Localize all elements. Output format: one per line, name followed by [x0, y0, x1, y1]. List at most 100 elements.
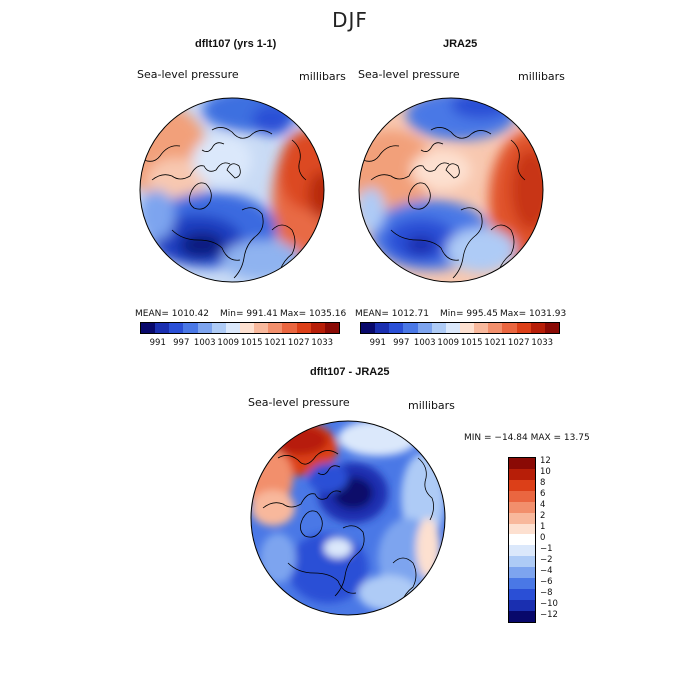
colorbar-swatch	[509, 545, 535, 557]
colorbar-tick-label: 8	[540, 478, 546, 489]
colorbar-tick-label: −4	[540, 565, 553, 576]
colorbar-swatch	[169, 323, 184, 333]
right-max-stat: Max= 1031.93	[500, 309, 567, 319]
left-max-stat: Max= 1035.16	[280, 309, 347, 319]
colorbar-swatch	[389, 323, 404, 333]
colorbar-swatch	[141, 323, 156, 333]
colorbar-tick-label: −1	[540, 543, 553, 554]
colorbar-swatch	[282, 323, 297, 333]
right-panel-title: JRA25	[443, 38, 478, 50]
colorbar-swatch	[530, 323, 545, 333]
colorbar-tick-label: 991	[369, 338, 386, 348]
colorbar-swatch	[310, 323, 325, 333]
colorbar-swatch	[509, 610, 535, 622]
colorbar-swatch	[403, 323, 418, 333]
diff-map	[250, 420, 446, 616]
colorbar-tick-label: −6	[540, 576, 553, 587]
diff-coastlines	[262, 450, 434, 604]
right-colorbar-swatches	[360, 322, 560, 334]
left-mean-stat: MEAN= 1010.42	[135, 309, 209, 319]
colorbar-tick-label: 4	[540, 500, 546, 511]
colorbar-swatch	[459, 323, 475, 333]
colorbar-tick-label: 1021	[484, 338, 507, 348]
diff-variable-label: Sea-level pressure	[248, 396, 350, 409]
colorbar-swatch	[509, 458, 535, 469]
diff-units-label: millibars	[408, 399, 455, 412]
colorbar-tick-label: 997	[393, 338, 410, 348]
right-min-stat: Min= 995.45	[440, 309, 498, 319]
colorbar-swatch	[502, 323, 517, 333]
colorbar-swatch	[268, 323, 283, 333]
right-colorbar-ticks: 991 997 1003 1009 1015 1021 1027 1033	[360, 338, 560, 348]
colorbar-swatch	[509, 512, 535, 524]
colorbar-tick-label: 1027	[507, 338, 530, 348]
colorbar-swatch	[516, 323, 531, 333]
right-map	[358, 97, 544, 283]
colorbar-tick-label: 1009	[437, 338, 460, 348]
right-variable-label: Sea-level pressure	[358, 68, 460, 81]
left-panel-title: dflt107 (yrs 1-1)	[195, 38, 277, 50]
colorbar-tick-label: −12	[540, 609, 558, 620]
colorbar-swatch	[488, 323, 503, 333]
colorbar-swatch	[197, 323, 212, 333]
colorbar-swatch	[445, 323, 460, 333]
colorbar-swatch	[509, 490, 535, 502]
right-colorbar: 991 997 1003 1009 1015 1021 1027 1033	[360, 322, 560, 348]
diff-panel-title: dflt107 - JRA25	[310, 366, 390, 378]
right-mean-stat: MEAN= 1012.71	[355, 309, 429, 319]
colorbar-tick-label: 991	[149, 338, 166, 348]
colorbar-swatch	[324, 323, 339, 333]
left-colorbar: 991 997 1003 1009 1015 1021 1027 1033	[140, 322, 340, 348]
colorbar-tick-label: 1003	[193, 338, 216, 348]
colorbar-swatch	[155, 323, 170, 333]
colorbar-swatch	[474, 323, 489, 333]
colorbar-swatch	[417, 323, 432, 333]
colorbar-swatch	[239, 323, 255, 333]
left-units-label: millibars	[299, 70, 346, 83]
colorbar-tick-label: 6	[540, 489, 546, 500]
colorbar-tick-label: 1003	[413, 338, 436, 348]
colorbar-swatch	[509, 567, 535, 579]
colorbar-swatch	[254, 323, 269, 333]
colorbar-tick-label: 1015	[460, 338, 483, 348]
colorbar-tick-label: −2	[540, 554, 553, 565]
colorbar-swatch	[375, 323, 390, 333]
colorbar-swatch	[183, 323, 198, 333]
colorbar-swatch	[509, 534, 535, 546]
colorbar-tick-label: −8	[540, 587, 553, 598]
colorbar-swatch	[509, 578, 535, 590]
left-min-stat: Min= 991.41	[220, 309, 278, 319]
diff-colorbar-ticks: 12 10 8 6 4 2 1 0 −1 −2 −4 −6 −8 −10 −12	[540, 456, 570, 621]
colorbar-tick-label: 0	[540, 533, 546, 543]
colorbar-swatch	[361, 323, 376, 333]
colorbar-swatch	[509, 468, 535, 480]
colorbar-tick-label: 10	[540, 467, 551, 478]
right-coastlines	[362, 127, 526, 279]
colorbar-tick-label: 1021	[264, 338, 287, 348]
colorbar-swatch	[509, 589, 535, 600]
colorbar-swatch	[211, 323, 226, 333]
colorbar-swatch	[544, 323, 559, 333]
colorbar-tick-label: 1033	[311, 338, 334, 348]
colorbar-swatch	[431, 323, 446, 333]
left-coastlines	[143, 127, 307, 279]
left-colorbar-ticks: 991 997 1003 1009 1015 1021 1027 1033	[140, 338, 340, 348]
colorbar-tick-label: 997	[173, 338, 190, 348]
left-colorbar-swatches	[140, 322, 340, 334]
left-map	[139, 97, 325, 283]
colorbar-swatch	[225, 323, 240, 333]
colorbar-tick-label: 2	[540, 511, 546, 522]
colorbar-tick-label: 1009	[217, 338, 240, 348]
figure-title: DJF	[332, 8, 368, 32]
colorbar-tick-label: 1027	[287, 338, 310, 348]
colorbar-swatch	[296, 323, 311, 333]
colorbar-tick-label: 12	[540, 456, 551, 467]
colorbar-swatch	[509, 479, 535, 491]
colorbar-tick-label: 1015	[240, 338, 263, 348]
diff-colorbar-swatches	[508, 457, 536, 623]
right-units-label: millibars	[518, 70, 565, 83]
colorbar-tick-label: 1033	[531, 338, 554, 348]
colorbar-swatch	[509, 599, 535, 611]
diff-minmax-stat: MIN = −14.84 MAX = 13.75	[464, 433, 590, 443]
left-variable-label: Sea-level pressure	[137, 68, 239, 81]
